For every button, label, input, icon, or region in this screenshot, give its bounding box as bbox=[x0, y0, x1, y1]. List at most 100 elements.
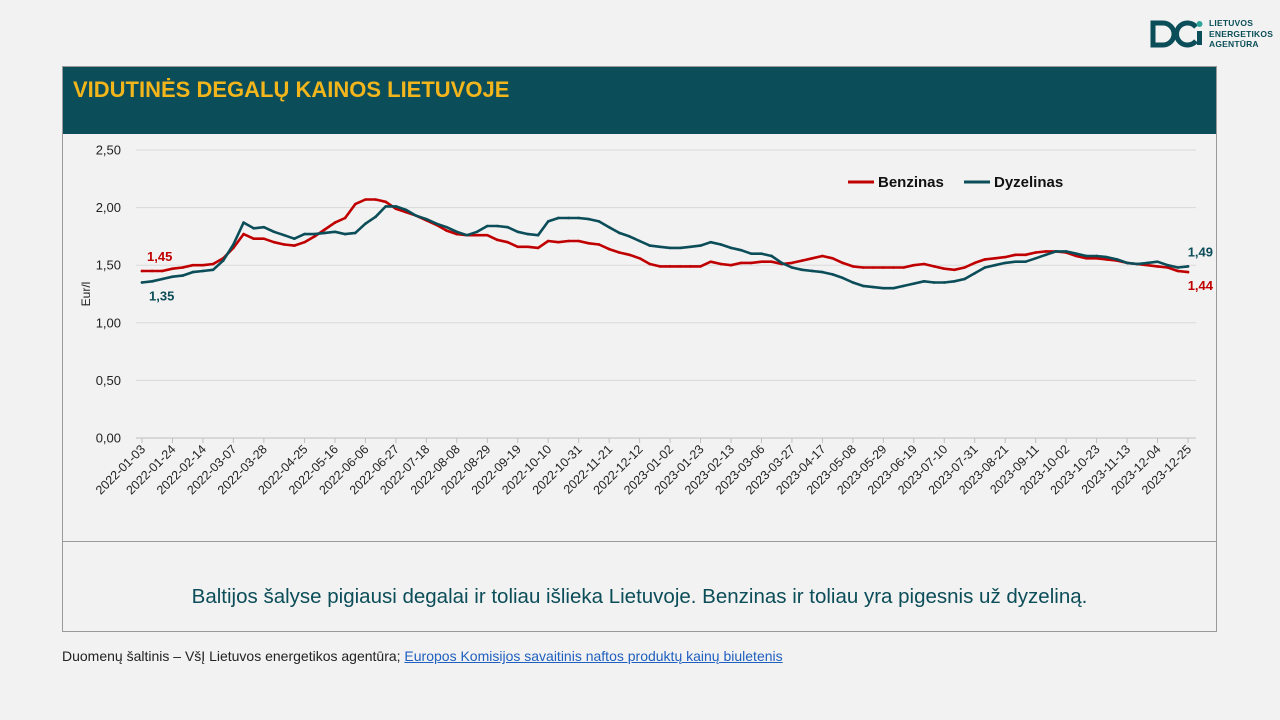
data-point-dyzelinas bbox=[557, 216, 560, 220]
data-point-benzinas bbox=[262, 237, 266, 241]
title-banner: VIDUTINĖS DEGALŲ KAINOS LIETUVOJE bbox=[63, 67, 1216, 134]
data-point-dyzelinas bbox=[475, 230, 479, 234]
data-point-benzinas bbox=[171, 267, 174, 270]
data-point-dyzelinas bbox=[191, 270, 195, 274]
agency-logo-text: LIETUVOS ENERGETIKOS AGENTŪRA bbox=[1209, 18, 1273, 50]
data-point-dyzelinas bbox=[435, 222, 438, 226]
data-point-benzinas bbox=[496, 238, 499, 242]
data-point-benzinas bbox=[1085, 256, 1088, 260]
section-divider bbox=[63, 541, 1216, 542]
data-point-benzinas bbox=[323, 228, 327, 231]
y-axis-label: Eur/l bbox=[79, 282, 93, 307]
data-point-benzinas bbox=[536, 246, 540, 250]
data-point-dyzelinas bbox=[313, 232, 316, 236]
data-point-dyzelinas bbox=[1014, 260, 1017, 264]
data-point-benzinas bbox=[272, 240, 276, 244]
data-point-dyzelinas bbox=[1054, 250, 1058, 253]
data-point-dyzelinas bbox=[1044, 253, 1048, 257]
data-point-benzinas bbox=[1166, 266, 1169, 269]
data-point-benzinas bbox=[516, 245, 520, 249]
data-point-benzinas bbox=[922, 262, 926, 266]
data-point-benzinas bbox=[1095, 256, 1098, 260]
data-point-benzinas bbox=[963, 266, 966, 269]
data-point-dyzelinas bbox=[1003, 261, 1007, 265]
data-label: 1,44 bbox=[1188, 278, 1214, 293]
data-point-dyzelinas bbox=[1135, 262, 1139, 266]
data-point-dyzelinas bbox=[455, 230, 459, 234]
data-point-benzinas bbox=[658, 265, 662, 268]
data-point-dyzelinas bbox=[506, 225, 509, 229]
data-point-dyzelinas bbox=[638, 239, 641, 243]
data-point-dyzelinas bbox=[1186, 265, 1190, 268]
data-point-dyzelinas bbox=[932, 281, 936, 284]
data-point-benzinas bbox=[587, 242, 591, 245]
series-line-dyzelinas bbox=[140, 205, 1190, 290]
data-point-benzinas bbox=[1014, 253, 1017, 257]
data-point-benzinas bbox=[638, 256, 641, 260]
data-label: 1,49 bbox=[1188, 244, 1213, 259]
data-point-dyzelinas bbox=[445, 225, 448, 229]
data-point-dyzelinas bbox=[1074, 252, 1078, 255]
logo-line-1: LIETUVOS bbox=[1209, 18, 1254, 28]
data-point-dyzelinas bbox=[1024, 260, 1027, 264]
data-point-dyzelinas bbox=[353, 231, 357, 235]
data-point-benzinas bbox=[912, 263, 916, 267]
data-point-dyzelinas bbox=[628, 235, 631, 238]
data-point-dyzelinas bbox=[1085, 254, 1088, 258]
data-point-dyzelinas bbox=[1095, 254, 1098, 258]
data-point-dyzelinas bbox=[678, 246, 682, 250]
data-point-dyzelinas bbox=[618, 231, 621, 235]
data-point-benzinas bbox=[252, 237, 256, 241]
data-point-dyzelinas bbox=[333, 230, 337, 234]
data-point-dyzelinas bbox=[485, 224, 489, 228]
data-point-dyzelinas bbox=[567, 216, 570, 220]
data-point-benzinas bbox=[293, 244, 296, 247]
y-tick-label: 0,00 bbox=[96, 431, 121, 446]
data-point-dyzelinas bbox=[993, 263, 997, 267]
data-point-dyzelinas bbox=[242, 221, 245, 224]
data-point-dyzelinas bbox=[1115, 258, 1119, 261]
data-point-dyzelinas bbox=[404, 208, 408, 212]
data-point-dyzelinas bbox=[607, 225, 611, 229]
legend-label: Benzinas bbox=[878, 174, 944, 191]
data-point-dyzelinas bbox=[831, 273, 834, 276]
data-point-dyzelinas bbox=[841, 276, 845, 280]
data-point-benzinas bbox=[1186, 270, 1190, 274]
agency-logo: LIETUVOS ENERGETIKOS AGENTŪRA bbox=[1150, 18, 1275, 54]
fuel-price-chart: 0,000,501,001,502,002,50Eur/l2022-01-032… bbox=[79, 143, 1214, 498]
data-point-benzinas bbox=[1003, 255, 1007, 259]
data-point-dyzelinas bbox=[871, 285, 875, 289]
data-point-dyzelinas bbox=[201, 269, 205, 273]
data-point-dyzelinas bbox=[668, 246, 672, 250]
data-point-dyzelinas bbox=[750, 252, 753, 255]
data-point-benzinas bbox=[445, 229, 448, 232]
data-point-dyzelinas bbox=[1105, 255, 1109, 259]
data-point-benzinas bbox=[790, 261, 794, 265]
data-point-benzinas bbox=[618, 251, 621, 254]
data-point-dyzelinas bbox=[739, 248, 743, 252]
data-point-benzinas bbox=[557, 240, 560, 244]
data-point-dyzelinas bbox=[364, 222, 367, 226]
data-point-dyzelinas bbox=[384, 205, 388, 208]
data-point-dyzelinas bbox=[1166, 263, 1169, 267]
y-tick-label: 1,00 bbox=[96, 315, 121, 330]
data-point-benzinas bbox=[384, 200, 388, 204]
data-point-dyzelinas bbox=[1176, 266, 1180, 269]
data-point-benzinas bbox=[242, 232, 245, 236]
data-point-benzinas bbox=[1105, 258, 1109, 261]
series-line-benzinas bbox=[140, 198, 1190, 274]
data-point-benzinas bbox=[1176, 269, 1180, 273]
data-point-dyzelinas bbox=[303, 232, 306, 236]
data-point-benzinas bbox=[1074, 254, 1078, 258]
data-point-dyzelinas bbox=[282, 233, 286, 237]
data-point-benzinas bbox=[750, 261, 753, 265]
data-point-dyzelinas bbox=[648, 244, 652, 247]
data-point-benzinas bbox=[374, 198, 377, 201]
data-point-dyzelinas bbox=[912, 282, 916, 285]
data-point-benzinas bbox=[871, 266, 875, 269]
source-link[interactable]: Europos Komisijos savaitinis naftos prod… bbox=[404, 648, 783, 664]
data-point-dyzelinas bbox=[790, 266, 794, 269]
data-label: 1,45 bbox=[147, 249, 172, 264]
data-point-dyzelinas bbox=[181, 274, 184, 277]
data-point-dyzelinas bbox=[536, 233, 540, 237]
